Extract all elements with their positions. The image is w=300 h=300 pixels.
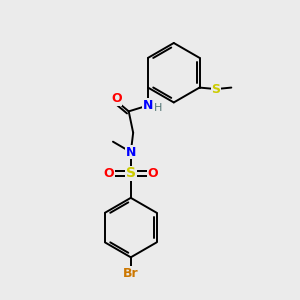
Text: N: N <box>143 99 153 112</box>
Text: S: S <box>212 82 220 96</box>
Text: O: O <box>103 167 114 180</box>
Text: H: H <box>154 103 163 113</box>
Text: O: O <box>148 167 158 180</box>
Text: Br: Br <box>123 267 139 280</box>
Text: O: O <box>111 92 122 105</box>
Text: N: N <box>126 146 136 159</box>
Text: S: S <box>126 167 136 181</box>
